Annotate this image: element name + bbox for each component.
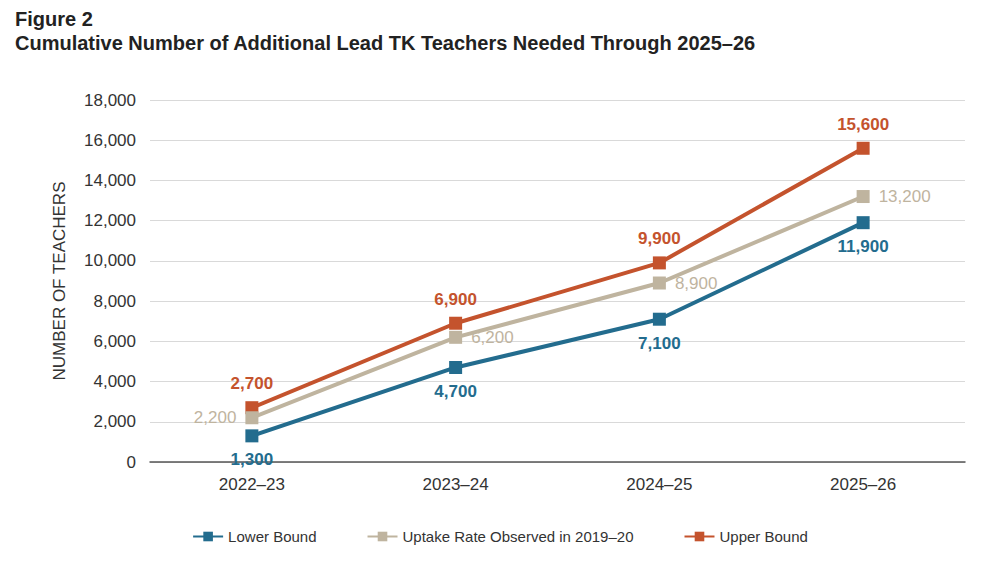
svg-text:2022–23: 2022–23 bbox=[219, 475, 285, 494]
svg-text:4,700: 4,700 bbox=[434, 382, 477, 401]
svg-text:14,000: 14,000 bbox=[84, 171, 136, 190]
svg-text:1,300: 1,300 bbox=[231, 450, 274, 469]
svg-text:2025–26: 2025–26 bbox=[830, 475, 896, 494]
svg-text:2,000: 2,000 bbox=[93, 412, 136, 431]
svg-text:Lower Bound: Lower Bound bbox=[228, 528, 316, 545]
svg-text:Figure 2: Figure 2 bbox=[15, 8, 93, 30]
svg-text:9,900: 9,900 bbox=[638, 229, 681, 248]
svg-text:2,700: 2,700 bbox=[231, 374, 274, 393]
svg-text:Cumulative Number of Additiona: Cumulative Number of Additional Lead TK … bbox=[15, 32, 755, 54]
svg-text:16,000: 16,000 bbox=[84, 131, 136, 150]
svg-text:NUMBER OF TEACHERS: NUMBER OF TEACHERS bbox=[50, 182, 69, 381]
svg-text:6,200: 6,200 bbox=[471, 328, 514, 347]
svg-text:7,100: 7,100 bbox=[638, 334, 681, 353]
svg-text:2,200: 2,200 bbox=[194, 408, 237, 427]
svg-text:4,000: 4,000 bbox=[93, 372, 136, 391]
svg-text:2024–25: 2024–25 bbox=[626, 475, 692, 494]
svg-text:13,200: 13,200 bbox=[879, 187, 931, 206]
svg-text:Upper Bound: Upper Bound bbox=[719, 528, 807, 545]
svg-text:18,000: 18,000 bbox=[84, 91, 136, 110]
svg-text:Uptake Rate Observed in 2019–2: Uptake Rate Observed in 2019–20 bbox=[403, 528, 634, 545]
svg-text:8,000: 8,000 bbox=[93, 292, 136, 311]
svg-text:11,900: 11,900 bbox=[838, 237, 889, 256]
svg-text:12,000: 12,000 bbox=[84, 211, 136, 230]
svg-text:8,900: 8,900 bbox=[675, 274, 718, 293]
svg-text:6,900: 6,900 bbox=[434, 290, 477, 309]
svg-text:6,000: 6,000 bbox=[93, 332, 136, 351]
svg-text:10,000: 10,000 bbox=[84, 251, 136, 270]
svg-text:2023–24: 2023–24 bbox=[423, 475, 489, 494]
svg-text:0: 0 bbox=[127, 453, 136, 472]
svg-text:15,600: 15,600 bbox=[837, 115, 889, 134]
